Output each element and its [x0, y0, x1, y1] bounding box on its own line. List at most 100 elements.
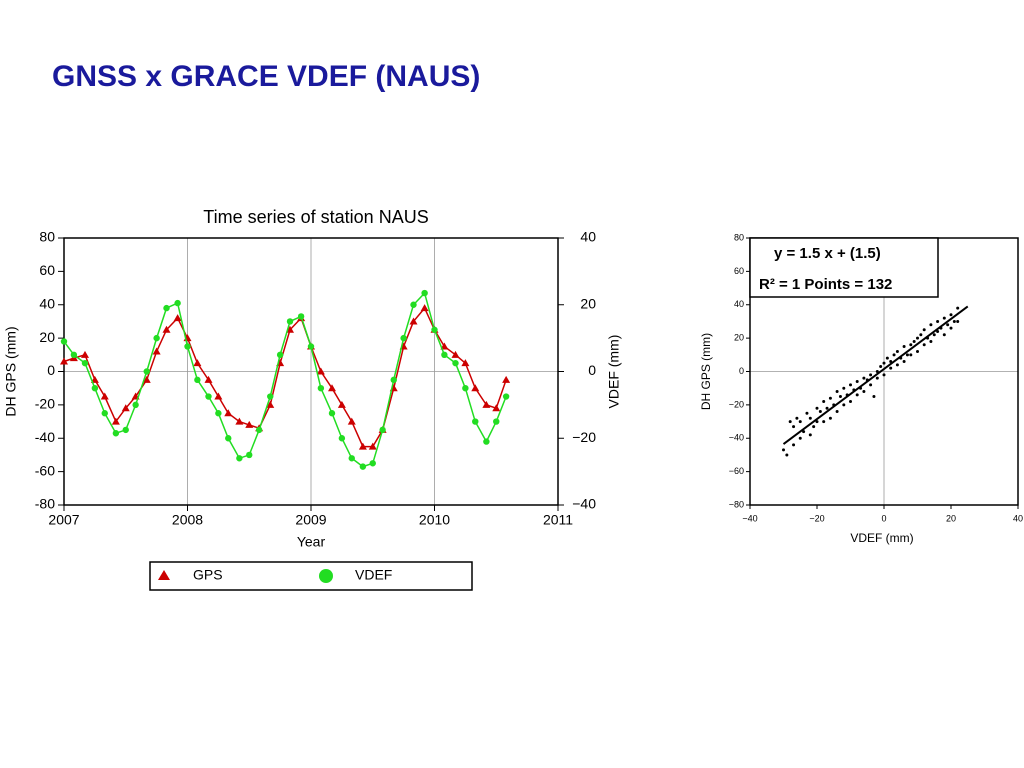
- point-marker: [420, 304, 429, 312]
- point-marker: [153, 334, 160, 342]
- y-tick-label: 60: [39, 262, 55, 278]
- point-marker: [205, 393, 212, 400]
- point-marker: [286, 325, 295, 333]
- scatter-point: [792, 425, 796, 429]
- scatter-point: [872, 395, 876, 399]
- point-marker: [142, 375, 151, 383]
- point-marker: [276, 351, 284, 359]
- point-marker: [214, 392, 223, 400]
- scatter-point: [912, 339, 916, 343]
- point-marker: [246, 451, 253, 459]
- legend-marker: [319, 569, 333, 583]
- y-tick-label: 0: [47, 362, 55, 378]
- point-marker: [337, 400, 346, 408]
- scatter-point: [882, 373, 886, 377]
- series-line: [63, 291, 507, 468]
- scatter-point: [909, 353, 913, 357]
- chart-title: Time series of station NAUS: [203, 207, 428, 227]
- scatter-point: [936, 319, 940, 323]
- point-marker: [224, 409, 233, 417]
- point-marker: [255, 426, 263, 434]
- scatter-point: [782, 448, 785, 452]
- point-marker: [235, 417, 244, 425]
- scatter-point: [889, 366, 893, 370]
- scatter-point: [902, 344, 906, 348]
- point-marker: [163, 304, 170, 312]
- scatter-point: [919, 333, 923, 337]
- scatter-point: [905, 353, 909, 357]
- x-tick-label: −20: [809, 513, 824, 523]
- point-marker: [215, 410, 222, 417]
- x-tick-label: 0: [881, 513, 886, 523]
- point-marker: [502, 393, 510, 400]
- x-axis-label: Year: [297, 534, 326, 550]
- scatter-point: [929, 323, 933, 327]
- scatter-point: [902, 359, 906, 363]
- point-marker: [369, 460, 376, 467]
- scatter-point: [842, 386, 846, 390]
- y2-tick-label: 40: [580, 229, 596, 245]
- x-axis-label: VDEF (mm): [850, 531, 913, 545]
- scatter-point: [879, 364, 883, 368]
- point-marker: [101, 410, 108, 417]
- scatter-point: [838, 395, 842, 399]
- scatter-point: [805, 411, 809, 415]
- y2-tick-label: 20: [580, 295, 596, 311]
- scatter-point: [788, 420, 792, 424]
- point-marker: [60, 338, 68, 345]
- point-marker: [245, 420, 254, 428]
- point-marker: [267, 393, 274, 400]
- scatter-point: [949, 313, 953, 317]
- x-tick-label: 2009: [295, 512, 326, 528]
- y-tick-label: 40: [734, 299, 744, 309]
- point-marker: [81, 359, 89, 367]
- scatter-point: [815, 406, 819, 410]
- y-tick-label: −80: [729, 499, 744, 509]
- point-marker: [462, 384, 469, 392]
- point-marker: [431, 326, 438, 333]
- y-tick-label: -60: [35, 462, 55, 478]
- y2-tick-label: 0: [588, 362, 596, 378]
- point-marker: [70, 351, 78, 359]
- point-marker: [328, 410, 336, 417]
- series-line: [63, 306, 507, 448]
- scatter-point: [922, 328, 926, 332]
- point-marker: [173, 314, 182, 322]
- scatter-point: [849, 400, 852, 404]
- scatter-point: [812, 425, 816, 429]
- y-tick-label: -20: [35, 396, 55, 412]
- y-tick-label: -80: [35, 496, 55, 512]
- scatter-point: [882, 361, 886, 365]
- point-marker: [400, 334, 407, 342]
- scatter-point: [909, 343, 913, 347]
- point-marker: [409, 317, 418, 325]
- scatter-point: [895, 363, 899, 367]
- point-marker: [112, 430, 120, 437]
- point-marker: [493, 418, 500, 425]
- scatter-point: [942, 316, 946, 320]
- scatter-point: [895, 349, 899, 353]
- annotation-box: [749, 237, 939, 298]
- point-marker: [348, 455, 355, 462]
- point-marker: [184, 343, 191, 350]
- scatter-point: [849, 383, 852, 387]
- point-marker: [266, 400, 275, 408]
- point-marker: [91, 384, 99, 392]
- scatter-point: [808, 416, 812, 420]
- x-tick-label: 2011: [543, 512, 573, 528]
- point-marker: [347, 417, 356, 425]
- x-tick-label: 2008: [172, 512, 203, 528]
- y2-tick-label: −40: [572, 496, 596, 512]
- point-marker: [482, 400, 491, 408]
- scatter-point: [956, 306, 960, 310]
- scatter-point: [798, 420, 802, 424]
- point-marker: [390, 376, 397, 384]
- point-marker: [410, 301, 417, 308]
- point-marker: [286, 318, 294, 325]
- scatter-point: [922, 343, 926, 347]
- scatter-point: [798, 436, 802, 440]
- y-axis-label: DH GPS (mm): [699, 333, 713, 410]
- scatter-point: [875, 376, 879, 380]
- point-marker: [162, 325, 171, 333]
